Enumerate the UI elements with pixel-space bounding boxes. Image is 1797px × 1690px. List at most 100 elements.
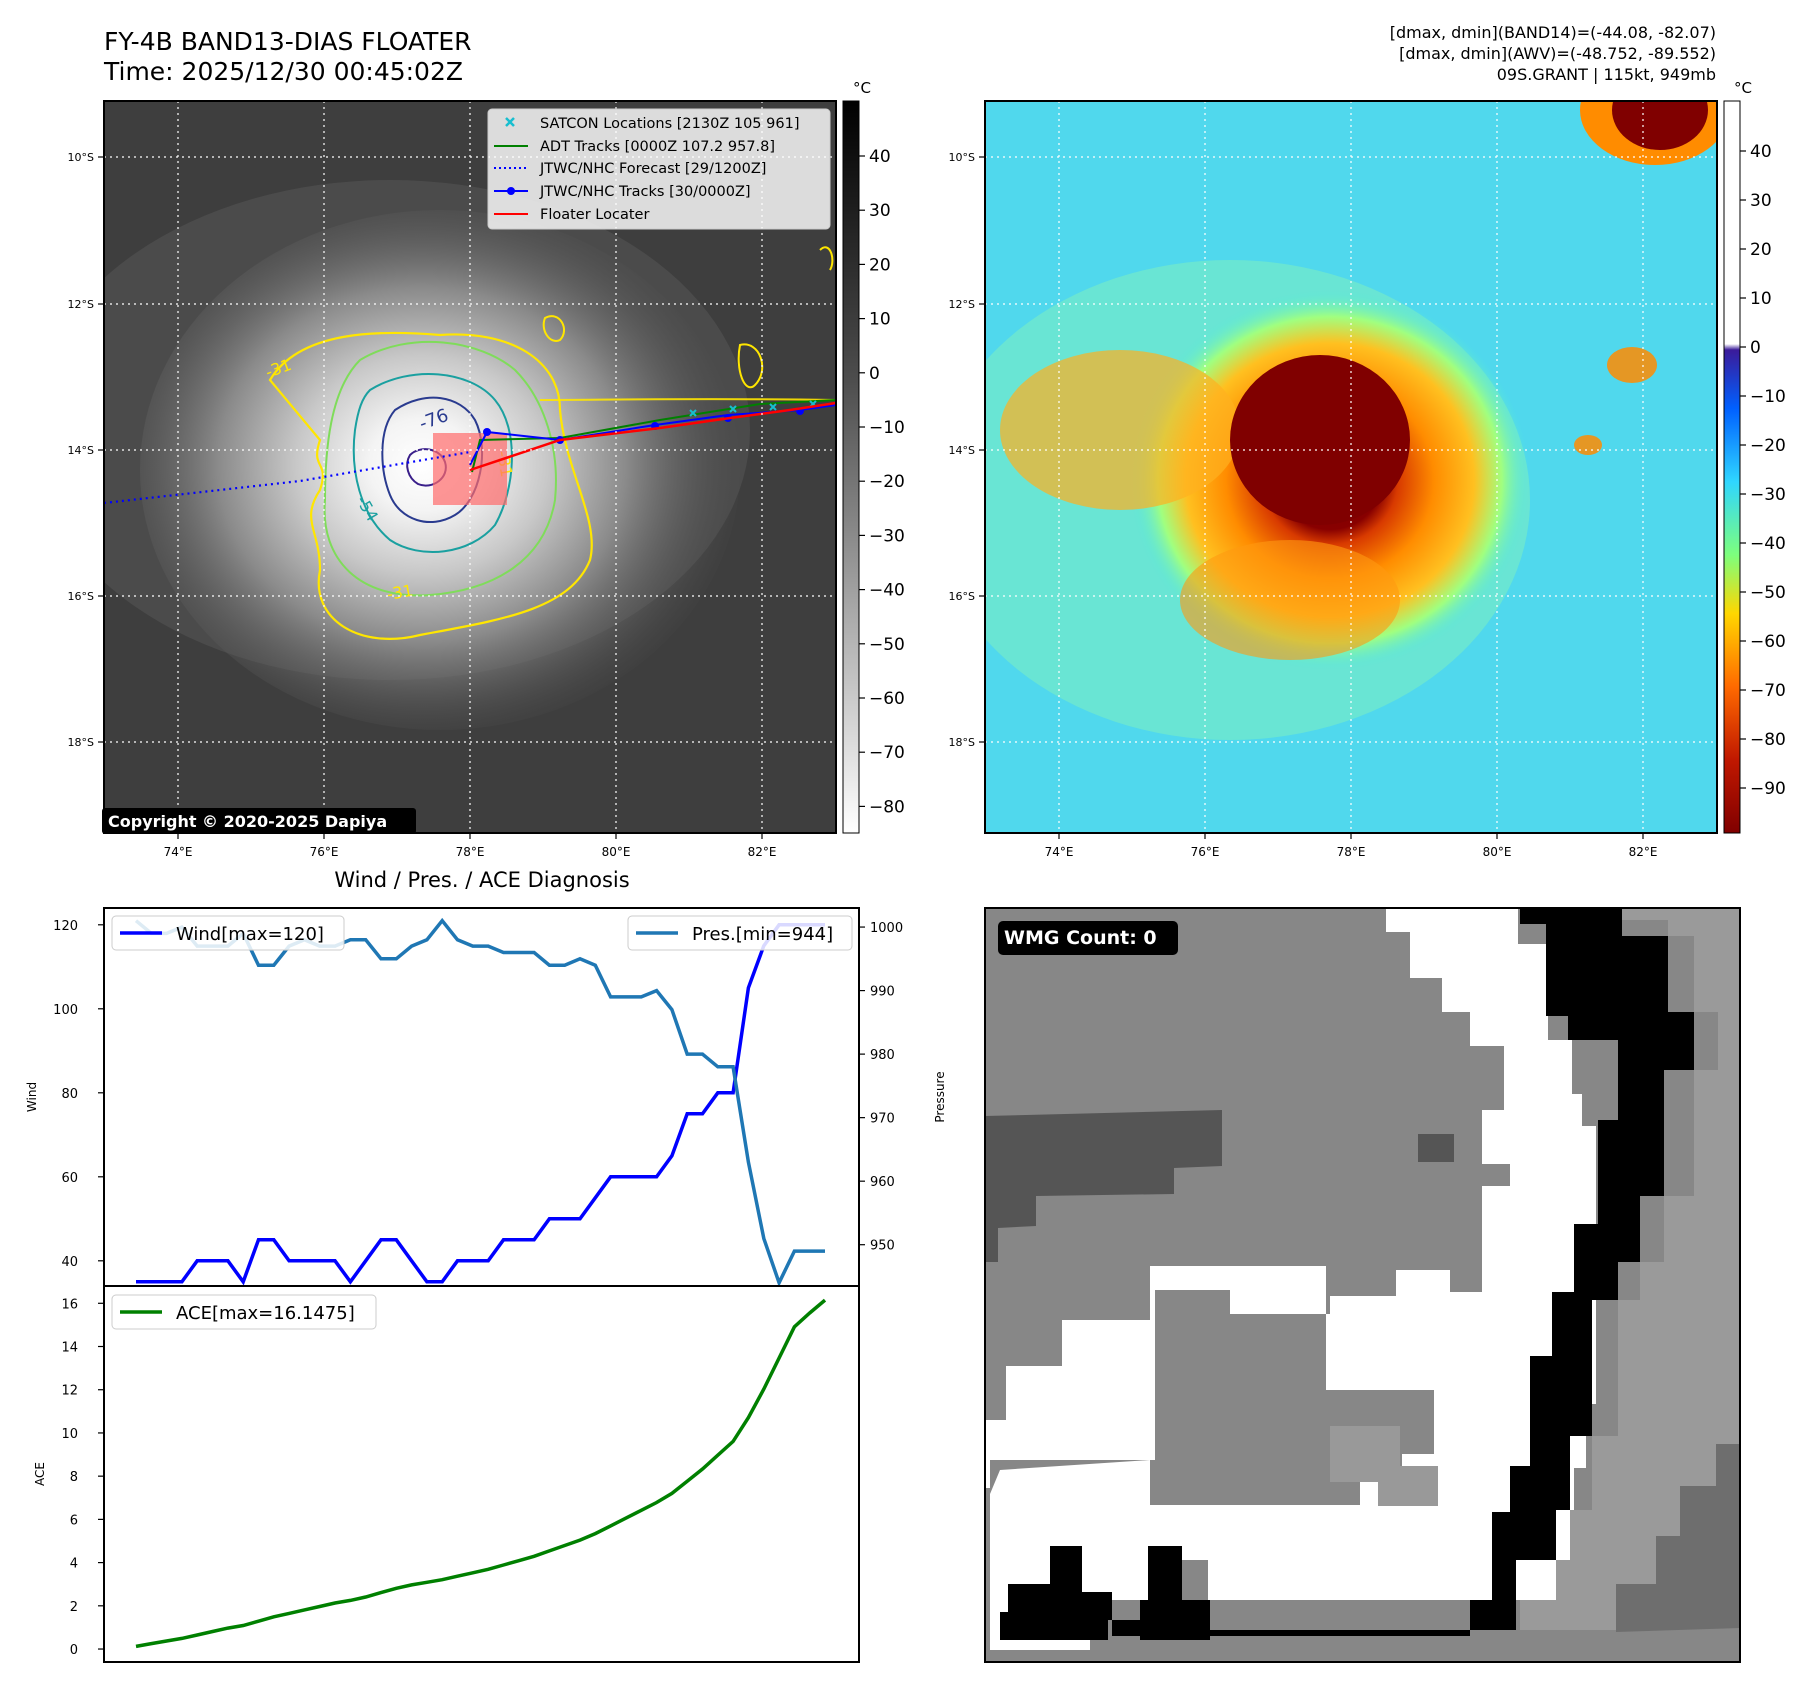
colorbar-tick-label: −60 (1750, 632, 1786, 652)
colorbar-tick-label: 10 (869, 310, 891, 330)
colorbar-tick-label: −60 (869, 689, 905, 709)
y-tick-label: 14 (61, 1341, 78, 1356)
ir-legend: SATCON Locations [2130Z 105 961] ADT Tra… (487, 108, 831, 230)
lon-label: 80°E (1483, 845, 1512, 859)
ir-contour-teal (352, 373, 513, 553)
y-tick-label: 120 (53, 919, 78, 934)
colorbar-tick-label: −10 (869, 418, 905, 438)
contour-label-31b: -31 (385, 581, 414, 604)
y-tick-label: 6 (70, 1513, 78, 1528)
colorbar-tick-label: −90 (1750, 779, 1786, 799)
pres-legend: Pres.[min=944] (627, 915, 853, 951)
colorbar-tick-label: −70 (869, 743, 905, 763)
ace-legend-label: ACE[max=16.1475] (176, 1303, 355, 1324)
figure-title: FY-4B BAND13-DIAS FLOATER (104, 27, 472, 56)
diag-title: Wind / Pres. / ACE Diagnosis (334, 868, 629, 892)
awv-lat-labels: 10°S 12°S 14°S 16°S 18°S (949, 151, 985, 749)
awv-lon-labels: 74°E 76°E 78°E 80°E 82°E (1045, 833, 1658, 859)
ir-gridlines (104, 101, 836, 833)
lat-label: 16°S (68, 590, 94, 603)
lon-label: 74°E (164, 845, 193, 859)
lon-label: 82°E (748, 845, 777, 859)
awv-gridlines (985, 101, 1717, 833)
pres-legend-label: Pres.[min=944] (692, 924, 833, 945)
pres-tick-label: 980 (870, 1048, 895, 1063)
y-tick-label: 0 (70, 1643, 78, 1658)
y-tick-label: 2 (70, 1600, 78, 1615)
y-tick-label: 10 (61, 1427, 78, 1442)
wind-pres-frame (103, 907, 860, 1287)
colorbar-tick-label: −30 (869, 526, 905, 546)
legend-floater: Floater Locater (540, 207, 649, 223)
lat-label: 18°S (68, 736, 94, 749)
lat-label: 12°S (68, 298, 94, 311)
legend-tracks: JTWC/NHC Tracks [30/0000Z] (539, 184, 751, 200)
wmg-white-region (985, 908, 1596, 1650)
ir-colorbar-unit: °C (853, 79, 871, 97)
legend-forecast: JTWC/NHC Forecast [29/1200Z] (539, 161, 766, 177)
colorbar-tick-label: −50 (869, 635, 905, 655)
wind-axis-label: Wind (25, 1082, 39, 1112)
lon-label: 82°E (1629, 845, 1658, 859)
ir-colorbar: °C 40 30 20 10 0 −10 −20 −30 −40 −50 −60 −70 −80 (842, 79, 905, 834)
ir-lat-labels: 10°S 12°S 14°S 16°S 18°S (68, 151, 104, 749)
ace-series-line (135, 1298, 827, 1649)
lat-label: 18°S (949, 736, 975, 749)
y-tick-label: 8 (70, 1470, 78, 1485)
colorbar-tick-label: −20 (869, 472, 905, 492)
pres-tick-label: 960 (870, 1175, 895, 1190)
ir-contour-green (323, 340, 557, 597)
info-awv: [dmax, dmin](AWV)=(-48.752, -89.552) (1399, 44, 1716, 63)
lat-label: 14°S (949, 444, 975, 457)
pres-axis-label: Pressure (933, 1071, 947, 1122)
colorbar-tick-label: 30 (869, 201, 891, 221)
ace-frame (103, 1285, 860, 1663)
y-tick-label: 60 (61, 1171, 78, 1186)
awv-colorbar-ticks: 40 30 20 10 0 −10 −20 −30 −40 −50 −60 −70 −80 −90 (1740, 142, 1786, 799)
lat-label: 14°S (68, 444, 94, 457)
ace-legend: ACE[max=16.1475] (111, 1294, 377, 1330)
ace-panel: 16 14 12 10 8 6 4 2 0 ACE ACE[max=16.1475] (33, 1285, 860, 1663)
colorbar-tick-label: 20 (1750, 240, 1772, 260)
wmg-frame (984, 907, 1741, 1663)
colorbar-tick-label: 10 (1750, 289, 1772, 309)
colorbar-tick-label: −40 (869, 581, 905, 601)
colorbar-tick-label: 20 (869, 255, 891, 275)
legend-satcon-icon (505, 117, 515, 127)
y-tick-label: 100 (53, 1003, 78, 1018)
pres-tick-label: 970 (870, 1112, 895, 1127)
wmg-light-region (1520, 908, 1740, 1630)
lon-label: 78°E (456, 845, 485, 859)
lat-label: 12°S (949, 298, 975, 311)
awv-map-panel (984, 100, 1718, 834)
lon-label: 80°E (602, 845, 631, 859)
y-tick-label: 40 (61, 1255, 78, 1270)
wind-series-line (136, 923, 825, 1286)
y-tick-label: 12 (61, 1384, 78, 1399)
copyright-box (102, 808, 416, 834)
lon-label: 76°E (310, 845, 339, 859)
colorbar-tick-label: −10 (1750, 387, 1786, 407)
wind-ticks: 120 100 80 60 40 (53, 919, 104, 1270)
wind-legend-label: Wind[max=120] (176, 924, 324, 945)
wmg-dark-region (985, 1110, 1222, 1262)
ace-ticks: 16 14 12 10 8 6 4 2 0 (61, 1297, 104, 1658)
ir-contour-31 (268, 331, 593, 640)
colorbar-tick-label: −30 (1750, 485, 1786, 505)
colorbar-tick-label: 0 (1750, 338, 1761, 358)
y-tick-label: 16 (61, 1297, 78, 1312)
lat-label: 10°S (68, 151, 94, 164)
colorbar-tick-label: −50 (1750, 583, 1786, 603)
colorbar-tick-label: 0 (869, 364, 880, 384)
y-tick-label: 80 (61, 1087, 78, 1102)
floater-locater-line (469, 401, 836, 472)
legend-adt: ADT Tracks [0000Z 107.2 957.8] (540, 139, 775, 155)
pres-tick-label: 950 (870, 1239, 895, 1254)
colorbar-tick-label: −80 (869, 797, 905, 817)
lat-label: 16°S (949, 590, 975, 603)
jtwc-forecast-line (104, 450, 471, 505)
wmg-count-box (998, 921, 1178, 955)
wind-legend: Wind[max=120] (111, 915, 345, 951)
pres-tick-label: 990 (870, 985, 895, 1000)
